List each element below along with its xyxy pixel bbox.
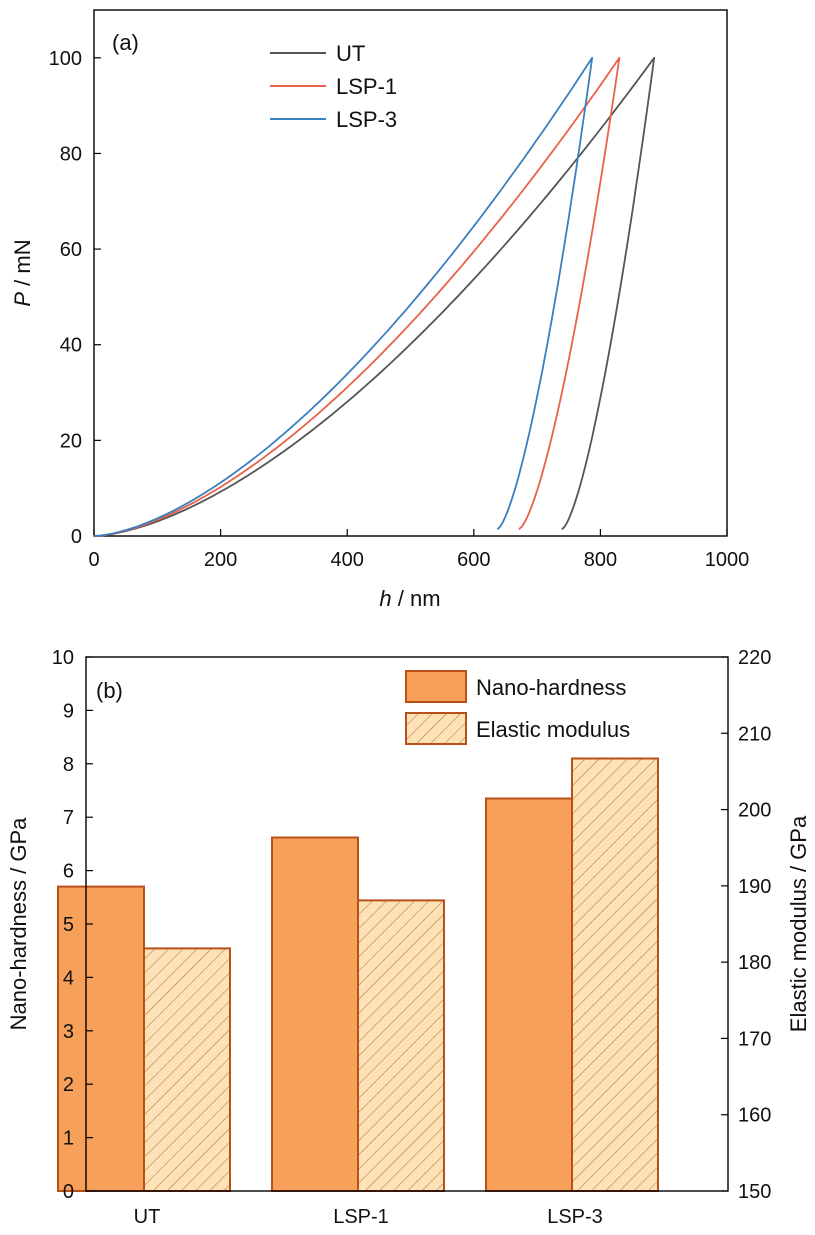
panel-b-legend: Nano-hardness Elastic modulus: [405, 670, 630, 745]
panel-b-left-tick-label: 1: [63, 1128, 74, 1150]
panel-b-left-y-axis-label: Nano-hardness / GPa: [6, 817, 31, 1031]
panel-a-label: (a): [112, 30, 139, 55]
panel-b-left-tick-label: 4: [63, 967, 74, 989]
panel-a-y-tick-label: 40: [60, 335, 82, 357]
legend-swatch-elastic-modulus: [405, 712, 467, 745]
panel-a-x-tick-label: 400: [331, 549, 364, 571]
panel-a-y-unit: / mN: [10, 239, 35, 292]
panel-b-label: (b): [96, 678, 123, 703]
panel-b-left-tick-label: 2: [63, 1074, 74, 1096]
curve-lsp-3: [93, 56, 594, 537]
panel-a-x-axis-label: h / nm: [379, 586, 440, 611]
panel-b-left-tick-label: 0: [63, 1181, 74, 1203]
panel-b-x-tick-label: LSP-3: [547, 1206, 603, 1228]
panel-b-right-tick-label: 200: [738, 800, 771, 822]
legend-label-lsp-3: LSP-3: [336, 107, 397, 132]
panel-b-left-tick-label: 5: [63, 914, 74, 936]
panel-a-y-tick-label: 0: [71, 526, 82, 548]
panel-a-y-tick-label: 20: [60, 430, 82, 452]
legend-swatch-nano-hardness: [405, 670, 467, 703]
panel-b-right-tick-label: 170: [738, 1028, 771, 1050]
panel-b-x-tick-label: UT: [134, 1206, 161, 1228]
panel-b-right-tick-label: 180: [738, 952, 771, 974]
panel-b-right-y-axis-label: Elastic modulus / GPa: [786, 815, 811, 1032]
panel-a-y-tick-label: 100: [49, 48, 82, 70]
panel-a-y-axis-label: P / mN: [10, 239, 35, 306]
panel-b-x-tick-label: LSP-1: [333, 1206, 389, 1228]
panel-a-y-tick-label: 60: [60, 239, 82, 261]
panel-b-right-tick-label: 160: [738, 1105, 771, 1127]
legend-label-lsp-1: LSP-1: [336, 74, 397, 99]
bar-nano-hardness-lsp-3: [485, 797, 573, 1192]
bar-elastic-modulus-lsp-3: [571, 757, 659, 1192]
panel-a-x-tick-label: 0: [88, 549, 99, 571]
panel-b-left-tick-label: 6: [63, 861, 74, 883]
panel-b-right-tick-label: 210: [738, 723, 771, 745]
panel-b-left-tick-label: 9: [63, 700, 74, 722]
panel-b-left-tick-label: 8: [63, 754, 74, 776]
bar-nano-hardness-ut: [57, 885, 145, 1192]
panel-b-right-tick-label: 190: [738, 876, 771, 898]
panel-a-y-ticks: 0 20 40 60 80 100: [49, 48, 101, 548]
panel-b-left-y-ticks: 0 1 2 3 4 5 6 7 8 9 10: [52, 647, 93, 1203]
panel-a-plot-frame: [93, 9, 728, 537]
panel-b-right-tick-label: 150: [738, 1181, 771, 1203]
legend-label-ut: UT: [336, 41, 365, 66]
panel-a-y-tick-label: 80: [60, 143, 82, 165]
panel-b-right-tick-label: 220: [738, 647, 771, 669]
panel-a-x-tick-label: 200: [204, 549, 237, 571]
panel-a-x-ticks: 0 200 400 600 800 1000: [88, 529, 749, 571]
panel-a-y-var: P: [10, 292, 35, 307]
curve-lsp-1: [93, 56, 621, 537]
panel-a-legend: UT LSP-1 LSP-3: [270, 41, 397, 132]
legend-label-elastic-modulus: Elastic modulus: [476, 717, 630, 742]
panel-b-bars: [57, 757, 659, 1193]
panel-b-bar-chart: 0 1 2 3 4 5 6 7 8 9 10 150 160 170 180 190 200 210 220 UT…: [6, 647, 811, 1228]
panel-a-line-chart: 0 200 400 600 800 1000 0 20 40 60 80 100 (a) UT LS…: [10, 9, 749, 611]
panel-b-x-ticks: UT LSP-1 LSP-3: [134, 1206, 603, 1228]
panel-a-x-tick-label: 600: [457, 549, 490, 571]
bar-elastic-modulus-lsp-1: [357, 899, 445, 1193]
curve-ut: [93, 56, 656, 537]
panel-b-right-y-ticks: 150 160 170 180 190 200 210 220: [721, 647, 771, 1203]
bar-nano-hardness-lsp-1: [271, 836, 359, 1192]
panel-a-curves: [93, 56, 656, 537]
panel-a-x-tick-label: 1000: [705, 549, 750, 571]
legend-label-nano-hardness: Nano-hardness: [476, 675, 626, 700]
panel-a-x-unit: / nm: [392, 586, 441, 611]
panel-a-x-var: h: [379, 586, 391, 611]
panel-b-left-tick-label: 10: [52, 647, 74, 669]
panel-a-x-tick-label: 800: [584, 549, 617, 571]
panel-b-left-tick-label: 3: [63, 1021, 74, 1043]
bar-elastic-modulus-ut: [143, 947, 231, 1193]
panel-b-left-tick-label: 7: [63, 807, 74, 829]
